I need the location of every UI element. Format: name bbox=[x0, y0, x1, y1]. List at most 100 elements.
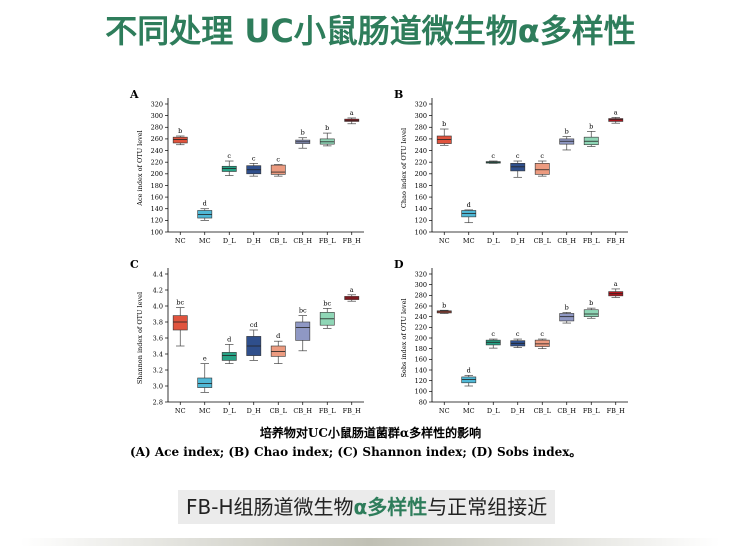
box-NC: b bbox=[436, 120, 452, 146]
significance-letter: c bbox=[516, 330, 520, 338]
significance-letter: c bbox=[252, 154, 256, 162]
x-tick-label: D_L bbox=[487, 407, 500, 415]
y-tick-label: 320 bbox=[151, 100, 163, 108]
significance-letter: bc bbox=[299, 307, 307, 315]
box-FB_L: b bbox=[583, 122, 599, 147]
box-MC: e bbox=[197, 355, 213, 393]
box-CB_L: c bbox=[270, 156, 286, 177]
box-D_L: c bbox=[485, 330, 501, 349]
y-tick-label: 2.8 bbox=[153, 398, 163, 406]
box-D_H: cd bbox=[246, 321, 262, 361]
y-tick-label: 240 bbox=[415, 147, 427, 155]
box-body bbox=[534, 163, 550, 175]
y-tick-label: 300 bbox=[415, 281, 427, 289]
x-tick-label: FB_H bbox=[607, 407, 626, 415]
y-tick-label: 280 bbox=[415, 292, 427, 300]
caption-legend: (A) Ace index; (B) Chao index; (C) Shann… bbox=[130, 445, 582, 459]
y-tick-label: 220 bbox=[151, 158, 163, 166]
box-body bbox=[295, 321, 311, 341]
box-MC: d bbox=[461, 366, 477, 387]
y-tick-label: 3.6 bbox=[153, 334, 163, 342]
x-tick-label: NC bbox=[175, 237, 186, 245]
box-FB_H: a bbox=[344, 109, 360, 125]
box-D_H: c bbox=[510, 152, 526, 178]
x-tick-label: CB_H bbox=[293, 237, 312, 245]
x-tick-label: FB_H bbox=[343, 237, 362, 245]
chart-panel-chao: B Chao index of OTU level 100 120 140 160 180 2… bbox=[394, 88, 628, 245]
y-tick-label: 180 bbox=[415, 182, 427, 190]
box-FB_L: bc bbox=[319, 299, 335, 329]
x-tick-label: D_H bbox=[511, 407, 525, 415]
y-tick-label: 3.0 bbox=[153, 382, 163, 390]
x-tick-label: CB_L bbox=[270, 237, 288, 245]
chart-panel-ace: A Ace index of OTU level 100 120 140 160 180 20… bbox=[129, 88, 364, 245]
significance-letter: a bbox=[614, 280, 618, 288]
significance-letter: a bbox=[614, 108, 618, 116]
significance-letter: d bbox=[467, 201, 471, 209]
y-tick-label: 320 bbox=[415, 270, 427, 278]
x-tick-label: FB_H bbox=[607, 237, 626, 245]
x-tick-label: MC bbox=[199, 407, 211, 415]
y-tick-label: 160 bbox=[415, 356, 427, 364]
y-axis-label: Shannon index of OTU level bbox=[136, 292, 144, 384]
x-tick-label: FB_L bbox=[319, 237, 337, 245]
box-NC: bc bbox=[172, 299, 188, 347]
conclusion-text-1: FB-H组肠道微生物 bbox=[186, 495, 354, 519]
significance-letter: bc bbox=[323, 299, 331, 307]
y-axis-label: Sobs index of OTU level bbox=[400, 298, 408, 377]
y-tick-label: 160 bbox=[151, 193, 163, 201]
box-body bbox=[559, 313, 575, 322]
x-tick-label: CB_L bbox=[534, 407, 552, 415]
y-tick-label: 200 bbox=[151, 170, 163, 178]
box-MC: d bbox=[197, 200, 213, 221]
y-tick-label: 80 bbox=[419, 398, 427, 406]
box-body bbox=[583, 309, 599, 317]
significance-letter: b bbox=[301, 129, 305, 137]
box-CB_L: d bbox=[270, 332, 286, 364]
box-FB_H: a bbox=[344, 286, 360, 302]
panel-label: B bbox=[394, 88, 403, 101]
significance-letter: bc bbox=[176, 299, 184, 307]
box-NC: b bbox=[172, 127, 188, 146]
significance-letter: c bbox=[516, 152, 520, 160]
significance-letter: c bbox=[227, 152, 231, 160]
box-CB_H: bc bbox=[295, 307, 311, 352]
x-tick-label: MC bbox=[463, 237, 475, 245]
x-tick-label: D_L bbox=[223, 407, 236, 415]
slide-title: 不同处理 UC小鼠肠道微生物α多样性 bbox=[105, 12, 636, 50]
significance-letter: b bbox=[178, 127, 182, 135]
box-D_L: d bbox=[221, 335, 237, 364]
y-tick-label: 140 bbox=[151, 205, 163, 213]
box-body bbox=[172, 315, 188, 331]
significance-letter: b bbox=[442, 301, 446, 309]
y-tick-label: 120 bbox=[151, 217, 163, 225]
box-D_H: c bbox=[510, 330, 526, 348]
y-tick-label: 4.4 bbox=[153, 270, 163, 278]
x-tick-label: FB_L bbox=[583, 237, 601, 245]
significance-letter: d bbox=[467, 366, 471, 374]
x-tick-label: D_H bbox=[247, 407, 261, 415]
y-tick-label: 3.8 bbox=[153, 318, 163, 326]
chart-panel-sobs: D Sobs index of OTU level 80 100 120 140 160 18… bbox=[394, 258, 628, 415]
box-CB_H: b bbox=[559, 128, 575, 151]
significance-letter: b bbox=[589, 299, 593, 307]
significance-letter: b bbox=[565, 303, 569, 311]
x-tick-label: FB_L bbox=[583, 407, 601, 415]
significance-letter: d bbox=[276, 332, 280, 340]
box-FB_H: a bbox=[608, 280, 624, 298]
box-D_H: c bbox=[246, 154, 262, 177]
y-tick-label: 280 bbox=[415, 124, 427, 132]
panel-label: C bbox=[130, 258, 139, 271]
significance-letter: cd bbox=[250, 321, 258, 329]
chart-panel-shannon: C Shannon index of OTU level 2.8 3.0 3.2 3.4 3… bbox=[130, 258, 364, 415]
box-D_L: c bbox=[485, 152, 501, 164]
significance-letter: a bbox=[350, 286, 354, 294]
box-CB_H: b bbox=[295, 129, 311, 149]
significance-letter: a bbox=[350, 109, 354, 117]
y-tick-label: 140 bbox=[415, 366, 427, 374]
y-tick-label: 300 bbox=[415, 112, 427, 120]
y-tick-label: 120 bbox=[415, 377, 427, 385]
y-axis-label: Chao index of OTU level bbox=[400, 128, 408, 208]
y-tick-label: 300 bbox=[151, 112, 163, 120]
significance-letter: d bbox=[203, 200, 207, 208]
